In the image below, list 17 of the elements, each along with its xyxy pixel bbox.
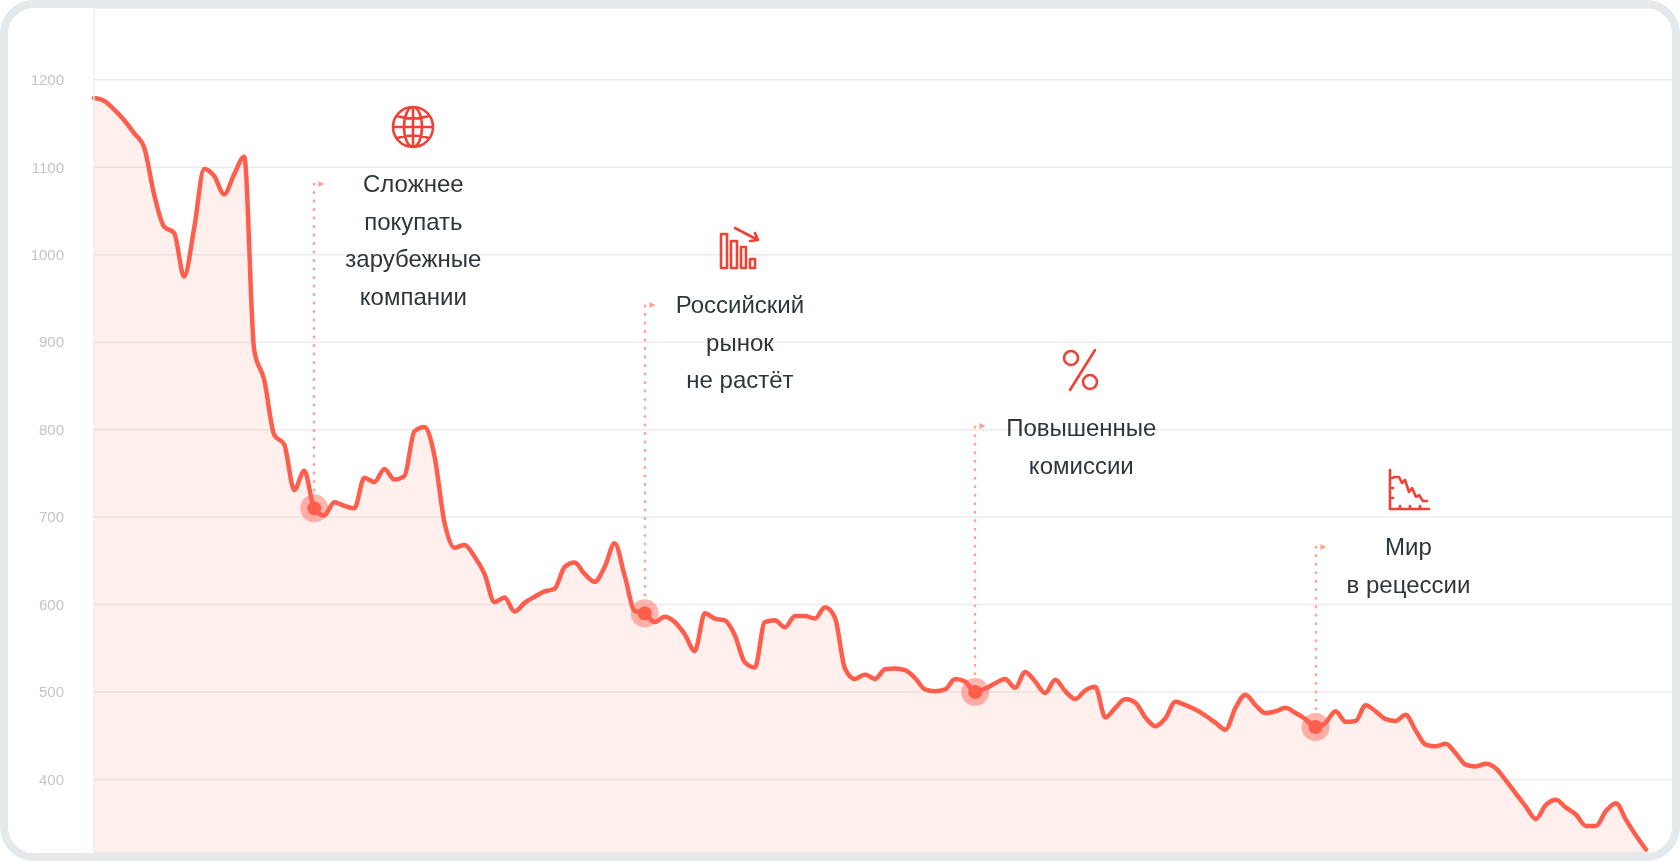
y-tick-label: 700: [38, 508, 64, 526]
point: [300, 494, 329, 523]
y-tick-label: 1100: [31, 158, 64, 176]
point: [961, 678, 990, 707]
y-tick-label: 1000: [30, 246, 64, 263]
y-tick-label: 900: [38, 333, 64, 351]
point: [630, 599, 659, 628]
annotation: Повышенные комиссии: [1006, 413, 1157, 481]
annotation: Российский рынок не растёт: [675, 290, 805, 396]
y-tick-label: 800: [38, 420, 64, 438]
y-tick-label: 1200: [30, 71, 64, 89]
y-tick-label: 600: [38, 595, 64, 613]
annotation: Мир в рецессии: [1346, 532, 1471, 600]
point: [1301, 713, 1330, 742]
annotation: Сложнее покупать зарубежные компании: [345, 169, 482, 312]
y-tick-label: 400: [38, 770, 64, 788]
y-tick-label: 500: [38, 683, 64, 701]
